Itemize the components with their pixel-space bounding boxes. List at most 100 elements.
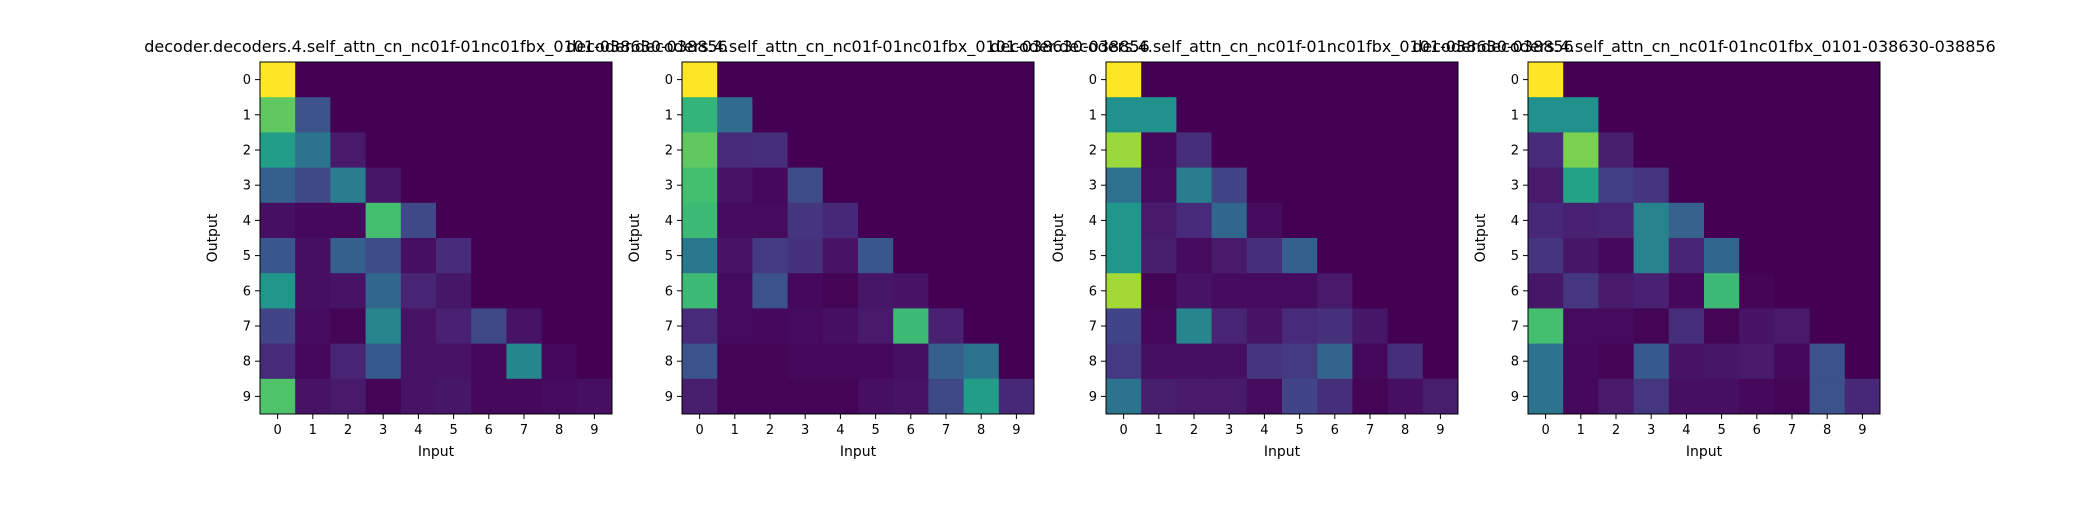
- heatmap-cell: [1633, 167, 1670, 204]
- heatmap-cell: [365, 132, 402, 168]
- heatmap-cell: [400, 378, 437, 415]
- heatmap-cell: [400, 62, 437, 98]
- x-tick-label: 5: [449, 423, 457, 438]
- heatmap-cell: [1704, 238, 1740, 274]
- heatmap-cell: [1422, 132, 1459, 168]
- heatmap-cell: [1774, 62, 1810, 98]
- heatmap-cell: [1563, 62, 1599, 98]
- heatmap-cell: [928, 238, 964, 274]
- heatmap-cell: [471, 202, 507, 239]
- heatmap-cell: [330, 238, 366, 274]
- heatmap-cell: [1563, 308, 1599, 344]
- heatmap-cell: [1809, 62, 1846, 98]
- heatmap-cell: [576, 202, 613, 239]
- heatmap-cell: [506, 202, 542, 239]
- heatmap-cell: [365, 62, 402, 98]
- heatmap-cell: [260, 62, 296, 98]
- y-tick-label: 1: [1511, 108, 1519, 123]
- heatmap-cell: [506, 273, 542, 309]
- x-tick-label: 8: [555, 423, 563, 438]
- heatmap-cell: [893, 132, 929, 168]
- heatmap-cell: [893, 238, 929, 274]
- x-tick-label: 5: [1295, 423, 1303, 438]
- heatmap-cell: [893, 167, 929, 204]
- heatmap-cell: [1598, 273, 1634, 309]
- heatmap-cell: [400, 202, 437, 239]
- x-tick-label: 4: [1682, 423, 1690, 438]
- heatmap-cell: [822, 132, 859, 168]
- heatmap-cell: [998, 378, 1035, 415]
- heatmap-cell: [682, 238, 718, 274]
- heatmap-cell: [1246, 167, 1283, 204]
- heatmap-cell: [400, 238, 437, 274]
- heatmap-cell: [436, 308, 472, 344]
- x-tick-label: 3: [801, 423, 809, 438]
- heatmap-cell: [576, 167, 613, 204]
- heatmap-cell: [1844, 62, 1881, 98]
- heatmap-cell: [682, 202, 718, 239]
- heatmap-cell: [1141, 343, 1177, 380]
- heatmap-cell: [295, 97, 331, 133]
- heatmap-cell: [1246, 378, 1283, 415]
- x-tick-label: 7: [942, 423, 950, 438]
- heatmap-cell: [1774, 167, 1810, 204]
- heatmap-cell: [1563, 132, 1599, 168]
- heatmap-cell: [1246, 308, 1283, 344]
- y-tick-label: 3: [1089, 179, 1097, 194]
- heatmap-cell: [400, 97, 437, 133]
- heatmap-cell: [436, 132, 472, 168]
- heatmap-cell: [1141, 97, 1177, 133]
- heatmap-cell: [330, 343, 366, 380]
- heatmap-cell: [752, 167, 788, 204]
- heatmap-cell: [1317, 238, 1353, 274]
- heatmap-cell: [1282, 238, 1318, 274]
- heatmap-cell: [822, 97, 859, 133]
- heatmap-cell: [541, 97, 578, 133]
- heatmap-cell: [1528, 202, 1564, 239]
- heatmap-cell: [436, 62, 472, 98]
- heatmap-cell: [541, 273, 578, 309]
- heatmap-cell: [1282, 62, 1318, 98]
- heatmap-cell: [365, 343, 402, 380]
- heatmap-cell: [576, 132, 613, 168]
- heatmap-cell: [295, 273, 331, 309]
- heatmap-cell: [1211, 202, 1248, 239]
- heatmap-cell: [400, 308, 437, 344]
- heatmap-cell: [1774, 132, 1810, 168]
- heatmap-cell: [400, 343, 437, 380]
- y-tick-label: 4: [665, 214, 673, 229]
- heatmap-cell: [1739, 202, 1775, 239]
- y-tick-label: 5: [1089, 249, 1097, 264]
- heatmap-cell: [1246, 343, 1283, 380]
- heatmap-cell: [1739, 343, 1775, 380]
- x-tick-label: 6: [907, 423, 915, 438]
- heatmap-cell: [963, 167, 1000, 204]
- heatmap-cell: [1809, 343, 1846, 380]
- x-tick-label: 5: [1717, 423, 1725, 438]
- y-tick-label: 2: [1511, 144, 1519, 159]
- heatmap-cell: [717, 238, 753, 274]
- heatmap-cell: [260, 378, 296, 415]
- heatmap-cell: [717, 273, 753, 309]
- y-tick-label: 6: [1511, 284, 1519, 299]
- heatmap-cell: [330, 378, 366, 415]
- y-tick-label: 4: [1089, 214, 1097, 229]
- heatmap-cell: [436, 202, 472, 239]
- heatmap-cell: [1317, 378, 1353, 415]
- heatmap-cell: [1528, 132, 1564, 168]
- heatmap-cell: [1668, 202, 1705, 239]
- heatmap-cell: [365, 202, 402, 239]
- y-tick-label: 3: [243, 179, 251, 194]
- heatmap-cell: [260, 97, 296, 133]
- heatmap-cell: [260, 132, 296, 168]
- heatmap-cell: [1809, 97, 1846, 133]
- heatmap-cell: [1246, 238, 1283, 274]
- heatmap-cell: [1317, 62, 1353, 98]
- heatmap-cell: [541, 308, 578, 344]
- heatmap-cell: [1668, 273, 1705, 309]
- heatmap-cell: [1809, 202, 1846, 239]
- heatmap-cell: [1704, 378, 1740, 415]
- chart-title: decoder.decoders.4.self_attn_cn_nc01f-01…: [566, 37, 1149, 57]
- heatmap-cell: [1422, 202, 1459, 239]
- heatmap-cell: [752, 97, 788, 133]
